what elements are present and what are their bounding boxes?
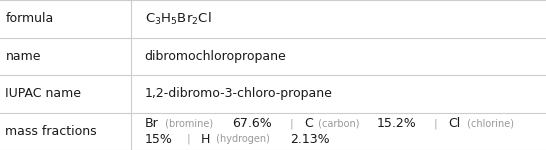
Text: 15.2%: 15.2% bbox=[377, 117, 417, 130]
Text: name: name bbox=[5, 50, 41, 63]
Text: $\mathregular{C_3H_5Br_2Cl}$: $\mathregular{C_3H_5Br_2Cl}$ bbox=[145, 11, 211, 27]
Text: dibromochloropropane: dibromochloropropane bbox=[145, 50, 287, 63]
Text: IUPAC name: IUPAC name bbox=[5, 87, 81, 100]
Text: (chlorine): (chlorine) bbox=[464, 118, 514, 128]
Text: (bromine): (bromine) bbox=[162, 118, 217, 128]
Text: |: | bbox=[181, 134, 197, 144]
Text: 15%: 15% bbox=[145, 133, 173, 146]
Text: 67.6%: 67.6% bbox=[233, 117, 272, 130]
Text: (carbon): (carbon) bbox=[316, 118, 363, 128]
Text: |: | bbox=[428, 118, 444, 129]
Text: 1,2-dibromo-3-chloro-propane: 1,2-dibromo-3-chloro-propane bbox=[145, 87, 333, 100]
Text: 2.13%: 2.13% bbox=[290, 133, 330, 146]
Text: mass fractions: mass fractions bbox=[5, 125, 97, 138]
Text: formula: formula bbox=[5, 12, 54, 25]
Text: (hydrogen): (hydrogen) bbox=[213, 134, 273, 144]
Text: |: | bbox=[284, 118, 299, 129]
Text: Cl: Cl bbox=[448, 117, 461, 130]
Text: C: C bbox=[304, 117, 313, 130]
Text: Br: Br bbox=[145, 117, 158, 130]
Text: H: H bbox=[201, 133, 210, 146]
